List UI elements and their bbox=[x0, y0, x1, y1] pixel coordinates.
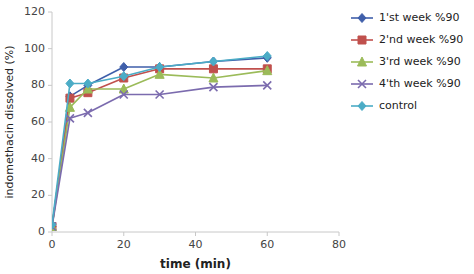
point bbox=[120, 72, 128, 81]
y-tick bbox=[48, 48, 52, 49]
x-tick-label: 80 bbox=[332, 238, 346, 251]
series-line bbox=[52, 56, 267, 225]
legend-label: 2'nd week %90 bbox=[379, 33, 463, 46]
x-tick-label: 40 bbox=[189, 238, 203, 251]
series-line bbox=[52, 58, 267, 227]
legend-label: 1'st week %90 bbox=[379, 11, 459, 24]
legend-label: control bbox=[379, 99, 417, 112]
point bbox=[52, 220, 56, 229]
y-tick-label: 0 bbox=[38, 225, 45, 238]
x-tick bbox=[267, 232, 268, 236]
y-tick-label: 20 bbox=[31, 188, 45, 201]
series bbox=[52, 66, 272, 231]
series-line bbox=[52, 69, 267, 227]
y-tick-label: 120 bbox=[24, 5, 45, 18]
y-tick-label: 100 bbox=[24, 42, 45, 55]
point bbox=[209, 83, 217, 91]
y-tick bbox=[48, 158, 52, 159]
series bbox=[52, 65, 271, 231]
legend-marker bbox=[358, 80, 366, 88]
point bbox=[120, 91, 128, 99]
point bbox=[66, 79, 74, 88]
y-tick-label: 80 bbox=[31, 78, 45, 91]
y-tick bbox=[48, 232, 52, 233]
x-tick bbox=[52, 232, 53, 236]
point bbox=[263, 52, 271, 61]
point bbox=[84, 79, 92, 88]
x-tick bbox=[195, 232, 196, 236]
legend-label: 3'rd week %90 bbox=[379, 55, 461, 68]
x-tick bbox=[339, 232, 340, 236]
y-tick-label: 60 bbox=[31, 115, 45, 128]
point bbox=[263, 81, 271, 89]
chart: 0 20 40 60 80 100 120 0 20 40 60 80 time (min) indome… bbox=[0, 0, 474, 274]
point bbox=[209, 73, 218, 82]
y-tick-label: 40 bbox=[31, 152, 45, 165]
x-axis-label: time (min) bbox=[160, 257, 231, 271]
x-tick bbox=[123, 232, 124, 236]
legend-marker bbox=[358, 102, 366, 111]
series-line bbox=[52, 85, 267, 226]
legend-marker bbox=[358, 36, 366, 44]
series bbox=[52, 53, 271, 231]
point bbox=[156, 63, 164, 72]
legend: 1'st week %90 2'nd week %90 3'rd week %90 4… bbox=[351, 11, 463, 112]
point bbox=[66, 114, 74, 122]
series-line bbox=[52, 71, 267, 227]
y-axis-label: indomethacin dissolved (%) bbox=[3, 46, 16, 199]
point bbox=[156, 91, 164, 99]
y-tick bbox=[48, 122, 52, 123]
x-tick-label: 0 bbox=[49, 238, 56, 251]
point bbox=[120, 63, 128, 72]
legend-marker bbox=[358, 14, 366, 23]
x-tick-label: 20 bbox=[117, 238, 131, 251]
point bbox=[209, 57, 217, 66]
point bbox=[84, 109, 92, 117]
axes: 0 20 40 60 80 100 120 0 20 40 60 80 bbox=[24, 5, 346, 251]
y-tick bbox=[48, 85, 52, 86]
y-tick bbox=[48, 12, 52, 13]
legend-marker bbox=[358, 57, 367, 66]
point bbox=[263, 66, 272, 75]
legend-label: 4'th week %90 bbox=[379, 77, 461, 90]
x-tick-label: 60 bbox=[260, 238, 274, 251]
plot-area bbox=[52, 52, 272, 232]
series bbox=[52, 52, 271, 230]
series bbox=[52, 81, 271, 230]
y-tick bbox=[48, 195, 52, 196]
